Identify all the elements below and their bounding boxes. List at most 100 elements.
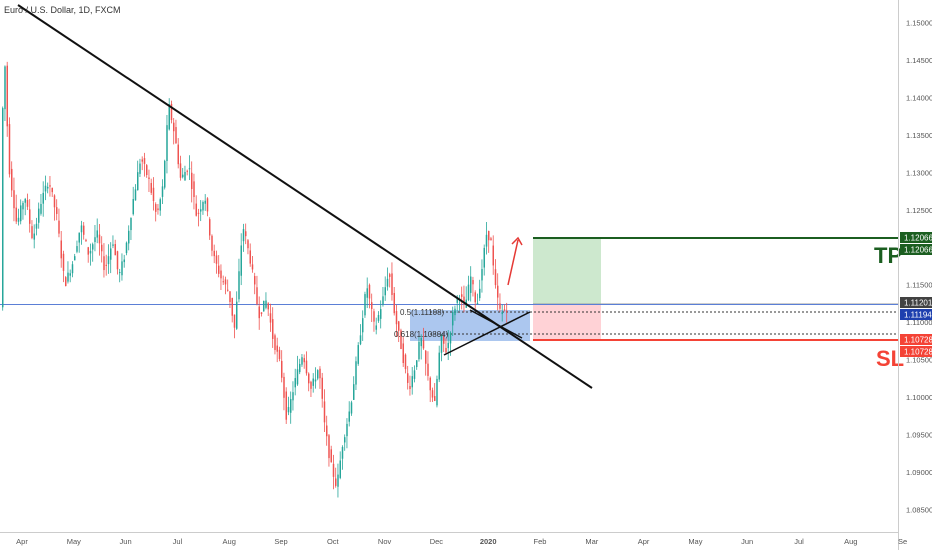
candle-body <box>134 189 137 201</box>
price-axis[interactable]: 1.15000 1.14500 1.14000 1.13500 1.13000 1.125… <box>906 18 932 514</box>
time-tick-label: Jun <box>741 537 753 546</box>
candle-body <box>240 245 242 276</box>
candle-body <box>260 312 263 314</box>
time-tick-label: Dec <box>430 537 444 546</box>
candle-body <box>179 163 182 178</box>
candle-body <box>220 270 222 279</box>
candle-body <box>38 208 40 223</box>
candle-body <box>337 474 339 487</box>
candle-body <box>476 303 479 305</box>
candle-body <box>242 229 245 242</box>
candle-body <box>501 312 503 315</box>
candle-body <box>283 376 285 398</box>
candle-body <box>89 250 92 254</box>
profit-zone <box>533 238 601 304</box>
candle-body <box>29 209 31 224</box>
candle-body <box>400 330 402 349</box>
candle-body <box>119 272 121 274</box>
candle-body <box>76 246 78 252</box>
candle-body <box>344 437 346 443</box>
candle-body <box>168 104 170 130</box>
time-tick-label: Jul <box>173 537 183 546</box>
candle-body <box>80 225 83 233</box>
price-tick-label: 1.13000 <box>906 168 932 177</box>
candle-body <box>254 276 256 285</box>
candle-body <box>362 318 364 333</box>
candle-body <box>474 292 476 303</box>
candle-body <box>182 174 184 178</box>
candle-body <box>15 207 17 222</box>
candle-body <box>355 361 357 385</box>
candle-body <box>33 233 35 240</box>
candle-body <box>350 402 353 414</box>
candle-body <box>78 232 80 243</box>
candle-body <box>256 287 258 305</box>
candle-body <box>26 199 29 207</box>
candle-body <box>96 230 98 238</box>
candle-body <box>42 192 44 204</box>
price-tick-label: 1.14500 <box>906 56 932 65</box>
candle-body <box>11 168 13 191</box>
candle-body <box>69 273 71 276</box>
tp-label: TP <box>874 243 902 268</box>
candle-body <box>368 284 371 299</box>
candle-body <box>197 212 200 214</box>
candle-body <box>481 269 483 281</box>
candle-body <box>499 303 501 309</box>
candle-body <box>157 208 159 211</box>
candle-body <box>274 335 276 350</box>
candle-body <box>202 202 204 211</box>
candle-body <box>17 217 20 222</box>
time-tick-label: Sep <box>274 537 287 546</box>
candle-body <box>411 376 413 388</box>
loss-zone <box>533 304 601 340</box>
candle-body <box>440 335 443 353</box>
candle-body <box>6 65 8 127</box>
candle-body <box>346 423 348 437</box>
candle-body <box>35 223 38 229</box>
candle-body <box>238 271 240 300</box>
candle-body <box>272 319 274 339</box>
candle-body <box>296 369 299 385</box>
candle-body <box>393 292 395 314</box>
candle-body <box>123 259 125 263</box>
candle-body <box>83 225 85 235</box>
candle-body <box>413 370 416 379</box>
cross-line-2[interactable] <box>469 309 523 339</box>
candle-body <box>222 281 224 283</box>
fib-05-label: 0.5(1.11108) <box>400 308 445 317</box>
target-arrow-head <box>511 236 523 246</box>
candle-body <box>211 235 213 251</box>
time-tick-label: Aug <box>844 537 857 546</box>
candle-body <box>317 370 319 379</box>
candle-body <box>139 163 141 174</box>
candle-body <box>494 269 497 286</box>
candle-body <box>40 203 42 214</box>
candle-body <box>65 277 67 287</box>
candle-body <box>375 325 377 330</box>
cross-line-1[interactable] <box>443 311 531 356</box>
candle-body <box>8 124 11 175</box>
candle-body <box>290 399 292 413</box>
tp-badge-upper: 1.12066 <box>900 232 932 243</box>
candle-body <box>60 240 62 259</box>
candle-body <box>4 66 6 110</box>
candle-body <box>130 218 132 231</box>
time-axis[interactable]: Apr May Jun Jul Aug Sep Oct Nov Dec 2020 Feb Mar Apr… <box>16 537 907 546</box>
candle-body <box>22 202 24 210</box>
candle-body <box>407 373 409 383</box>
candle-body <box>470 276 472 293</box>
candle-body <box>2 108 4 308</box>
candle-body <box>443 336 445 344</box>
candle-body <box>98 234 101 244</box>
candle-body <box>420 337 422 347</box>
svg-text:1.10728: 1.10728 <box>904 348 932 357</box>
candle-body <box>44 185 47 192</box>
candle-body <box>173 122 175 132</box>
time-tick-label: Jun <box>120 537 132 546</box>
candle-body <box>404 354 407 370</box>
price-tick-label: 1.12500 <box>906 206 932 215</box>
candle-body <box>141 159 143 162</box>
candle-body <box>429 377 431 391</box>
